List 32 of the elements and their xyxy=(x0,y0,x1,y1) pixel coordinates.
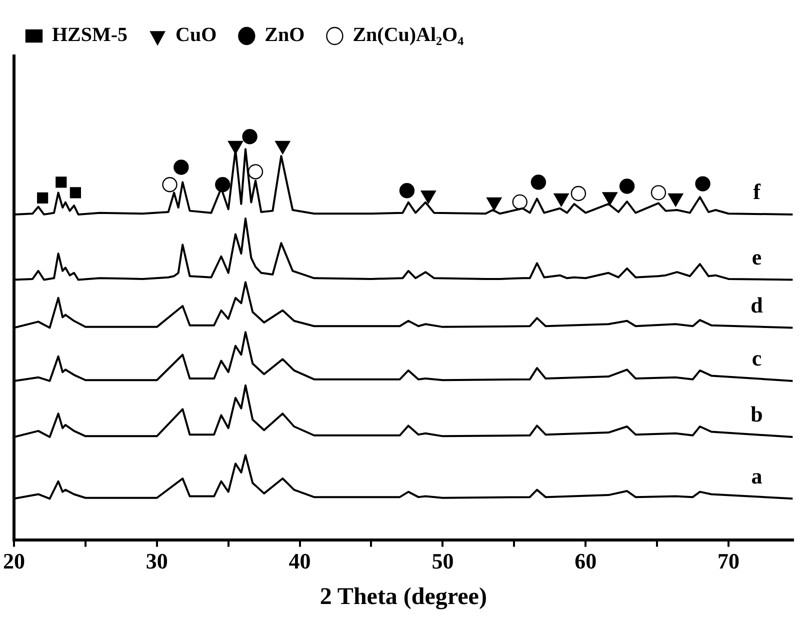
series-label: b xyxy=(750,402,763,427)
point xyxy=(512,194,528,210)
point xyxy=(695,176,710,192)
legend-label: HZSM-5 xyxy=(52,24,128,46)
x-tick-label: 20 xyxy=(3,548,25,574)
point xyxy=(399,183,415,198)
point xyxy=(215,177,230,192)
point xyxy=(37,192,48,204)
point xyxy=(619,178,635,194)
point xyxy=(162,177,178,192)
series-label: d xyxy=(750,292,763,318)
x-tick-label: 40 xyxy=(288,548,311,574)
point xyxy=(174,160,189,175)
series-label: f xyxy=(753,179,762,204)
point xyxy=(570,186,586,202)
point xyxy=(650,185,666,200)
point xyxy=(248,164,264,180)
x-tick-label: 50 xyxy=(432,548,454,574)
point xyxy=(242,129,258,144)
x-tick-label: 70 xyxy=(717,548,740,574)
legend-label: CuO xyxy=(176,24,217,46)
point xyxy=(56,176,67,188)
x-tick-label: 30 xyxy=(146,548,168,574)
series-label: e xyxy=(752,244,762,270)
point xyxy=(70,187,81,198)
x-axis-title: 2 Theta (degree) xyxy=(320,584,487,610)
x-tick-label: 60 xyxy=(574,548,597,574)
legend-label: ZnO xyxy=(264,24,305,46)
series-label: c xyxy=(752,346,762,371)
legend-label: Zn(Cu)Al₂O₄ xyxy=(352,24,464,46)
series-label: a xyxy=(751,463,762,488)
point xyxy=(530,174,546,190)
